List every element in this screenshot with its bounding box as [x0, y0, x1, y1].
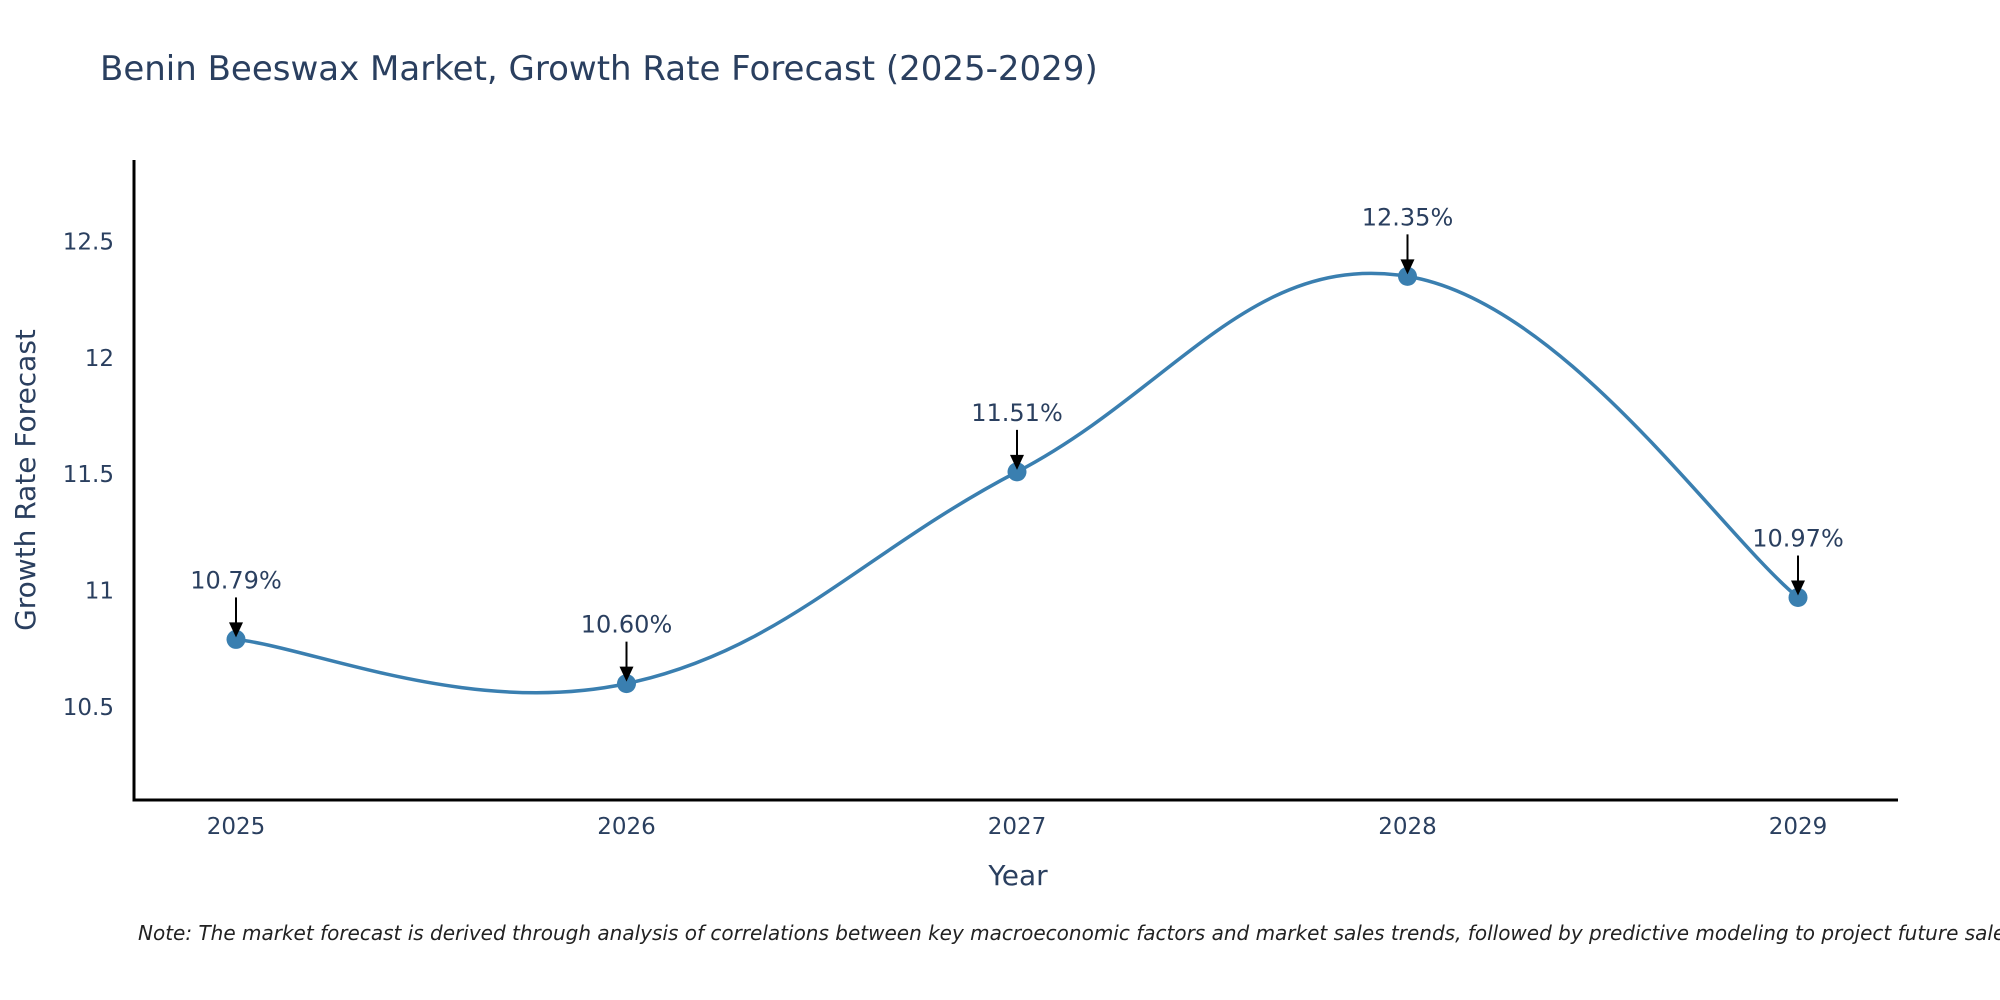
data-label: 10.79%	[190, 566, 282, 594]
data-point-marker	[617, 674, 636, 694]
data-label: 10.60%	[581, 611, 673, 639]
annotation-arrow-head	[1791, 580, 1805, 596]
annotation-arrow-head	[1400, 259, 1415, 275]
annotation-arrow-head	[619, 666, 634, 682]
data-annotation: 10.97%	[1752, 525, 1844, 596]
y-tick-label: 11	[85, 579, 114, 605]
x-tick-label: 2029	[1769, 814, 1828, 840]
y-tick-label: 11.5	[63, 462, 114, 488]
data-point-marker	[1788, 588, 1808, 608]
data-point-marker	[1007, 462, 1027, 482]
data-annotation: 10.60%	[581, 611, 673, 682]
data-annotation: 11.51%	[971, 399, 1063, 470]
annotation-arrow-head	[1010, 454, 1024, 470]
data-annotation: 10.79%	[190, 566, 282, 638]
annotation-arrow-head	[229, 622, 243, 638]
data-label: 10.97%	[1752, 525, 1844, 553]
series-markers	[226, 266, 1808, 694]
data-annotation: 12.35%	[1362, 203, 1454, 275]
data-label: 12.35%	[1362, 203, 1454, 231]
x-tick-label: 2025	[207, 814, 266, 840]
chart-title: Benin Beeswax Market, Growth Rate Foreca…	[100, 49, 1098, 89]
data-point-marker	[1398, 266, 1417, 286]
y-tick-label: 10.5	[63, 695, 114, 721]
x-tick-label: 2026	[597, 814, 656, 840]
data-point-marker	[226, 629, 246, 649]
x-tick-label: 2027	[988, 814, 1047, 840]
x-axis-ticks: 2025 2026 2027 2028 2029	[207, 814, 1828, 840]
plot-area: 10.79% 10.60% 11.51% 12.35% 10.97%	[190, 203, 1844, 695]
data-label: 11.51%	[971, 399, 1063, 427]
footnote: Note: The market forecast is derived thr…	[138, 921, 2000, 945]
data-annotations: 10.79% 10.60% 11.51% 12.35% 10.97%	[190, 203, 1844, 682]
y-tick-label: 12.5	[63, 229, 114, 255]
series-line	[235, 271, 1800, 695]
x-tick-label: 2028	[1378, 814, 1437, 840]
y-axis-ticks: 10.5 11 11.5 12 12.5	[63, 229, 114, 720]
y-axis-title: Growth Rate Forecast	[9, 329, 42, 631]
x-axis-title: Year	[987, 859, 1048, 892]
y-tick-label: 12	[85, 346, 114, 372]
